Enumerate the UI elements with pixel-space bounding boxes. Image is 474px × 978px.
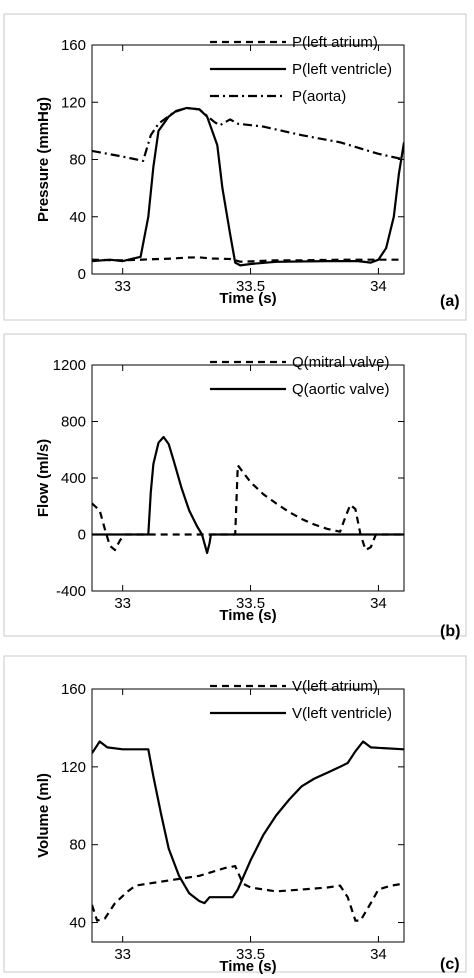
y-tick-label: 0 — [78, 266, 86, 283]
y-tick-label: 800 — [61, 414, 86, 431]
legend-label: P(aorta) — [292, 88, 346, 105]
y-tick-label: 80 — [69, 152, 86, 169]
legend-label: Q(aortic valve) — [292, 381, 390, 398]
x-axis-label: Time (s) — [219, 607, 276, 624]
x-tick-label: 33 — [114, 278, 131, 295]
x-tick-label: 34 — [370, 278, 387, 295]
series-line-1 — [92, 865, 404, 922]
series-line-2 — [92, 106, 404, 267]
y-axis-label: Pressure (mmHg) — [35, 97, 52, 222]
y-tick-label: 1200 — [53, 357, 86, 374]
panel-tag: (b) — [440, 623, 460, 640]
x-tick-label: 34 — [370, 946, 387, 963]
chart-panel-3: 40 80 120 160 33 33.5 34 Time (s) Volume (ml) (c)… — [3, 655, 467, 975]
plot-area — [91, 688, 405, 943]
x-tick-label: 33.5 — [236, 946, 265, 963]
panel-tag: (c) — [440, 956, 460, 973]
x-tick-label: 33 — [114, 595, 131, 612]
y-tick-label: 120 — [61, 759, 86, 776]
legend-label: V(left ventricle) — [292, 705, 392, 722]
x-tick-label: 33 — [114, 946, 131, 963]
y-tick-label: 120 — [61, 94, 86, 111]
y-tick-label: 400 — [61, 470, 86, 487]
y-tick-label: 0 — [78, 527, 86, 544]
panel-frame — [3, 13, 467, 321]
legend-label: V(left atrium) — [292, 678, 378, 695]
y-tick-label: 160 — [61, 37, 86, 54]
x-tick-label: 33.5 — [236, 595, 265, 612]
series-line-1 — [92, 256, 404, 263]
x-axis-label: Time (s) — [219, 958, 276, 975]
y-tick-label: 160 — [61, 681, 86, 698]
x-tick-label: 33.5 — [236, 278, 265, 295]
y-axis-label: Volume (ml) — [35, 773, 52, 858]
y-tick-label: 40 — [69, 209, 86, 226]
panel-frame — [3, 655, 467, 973]
y-tick-label: 40 — [69, 915, 86, 932]
legend-label: P(left ventricle) — [292, 61, 392, 78]
panel-frame — [3, 333, 467, 637]
series-line-2 — [92, 435, 404, 554]
x-tick-label: 34 — [370, 595, 387, 612]
chart-panel-1: 0 40 80 120 160 33 33.5 34 Time (s) Pressure (mmH… — [3, 13, 467, 321]
y-tick-label: -400 — [56, 583, 86, 600]
series-line-3 — [92, 106, 404, 162]
chart-panel-2: -400 0 400 800 1200 33 33.5 34 Time (s) Flow (ml/… — [3, 333, 467, 640]
panel-tag: (a) — [440, 293, 460, 310]
y-tick-label: 80 — [69, 837, 86, 854]
legend-label: Q(mitral valve) — [292, 354, 390, 371]
x-axis-label: Time (s) — [219, 290, 276, 307]
y-axis-label: Flow (ml/s) — [35, 439, 52, 517]
legend-label: P(left atrium) — [292, 34, 378, 51]
series-line-2 — [92, 740, 404, 905]
